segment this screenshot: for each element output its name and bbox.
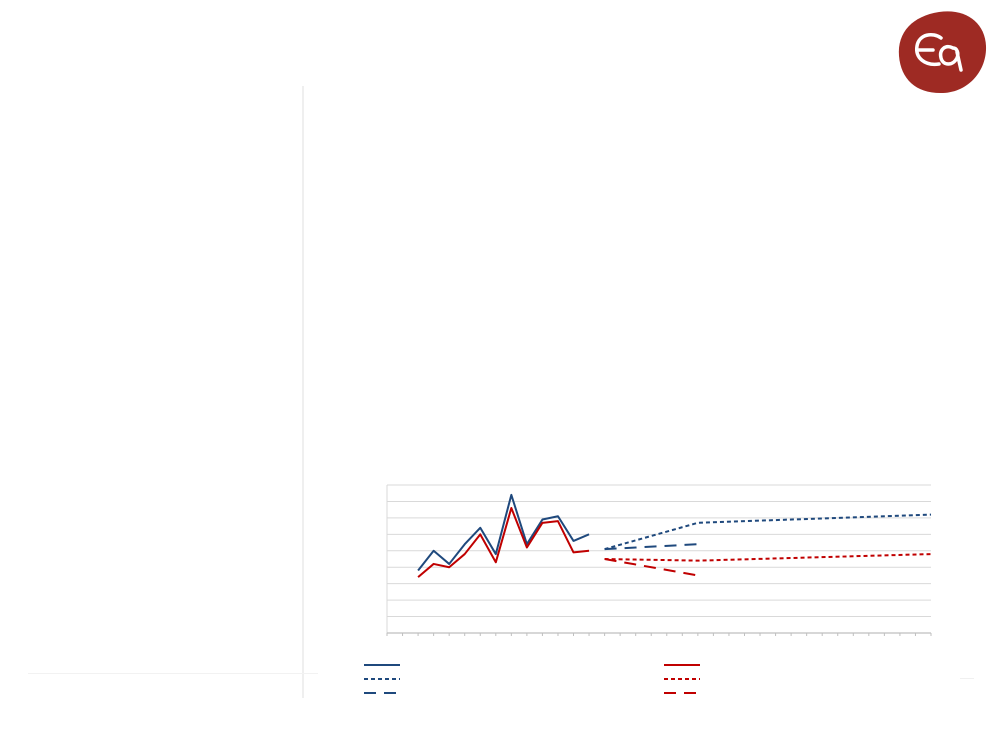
logo-letter-q	[938, 45, 963, 72]
series-line-6	[604, 558, 699, 577]
logo-letter-e	[915, 32, 943, 67]
series-line-1	[417, 493, 590, 572]
series-line-2	[604, 513, 932, 551]
vertical-divider	[302, 86, 304, 698]
chart-series	[417, 493, 932, 578]
chart-grid	[386, 484, 931, 633]
line-chart	[386, 484, 932, 636]
chart-legend	[364, 664, 700, 694]
eq-logo	[898, 11, 987, 94]
horizontal-divider	[28, 673, 318, 674]
horizontal-divider-right	[960, 678, 974, 679]
chart-x-axis	[386, 632, 932, 636]
series-line-4	[417, 507, 590, 578]
series-line-3	[604, 543, 698, 551]
series-line-5	[604, 553, 932, 562]
